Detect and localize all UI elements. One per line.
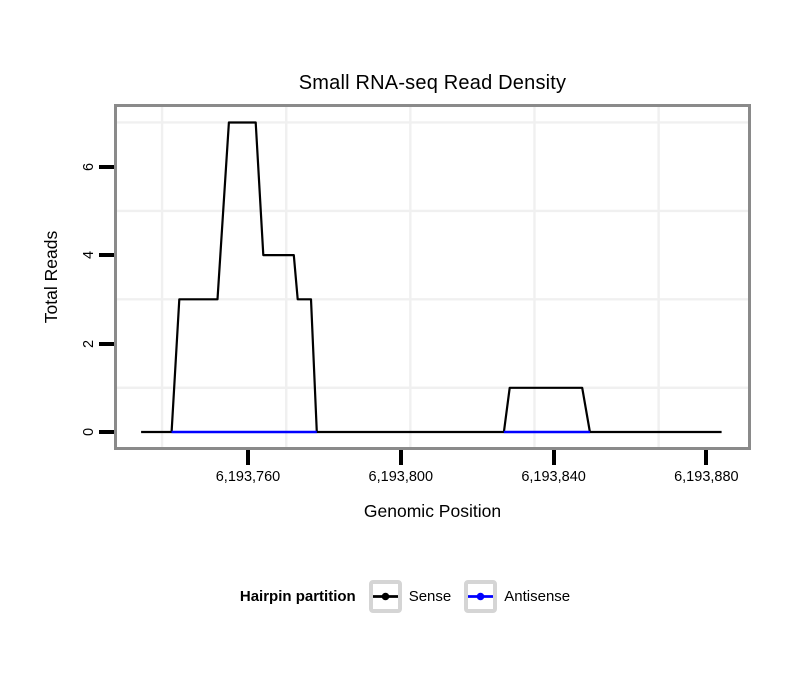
y-axis-tick <box>99 253 114 258</box>
x-axis-title: Genomic Position <box>363 501 502 521</box>
y-axis-title: Total Reads <box>41 230 61 324</box>
x-axis-tick-label: 6,193,760 <box>215 469 281 485</box>
plot-panel <box>114 104 751 450</box>
x-axis-tick-label: 6,193,840 <box>521 469 586 485</box>
series-line-sense <box>141 121 722 434</box>
y-axis-tick-label: 6 <box>81 162 97 171</box>
legend-label: Antisense <box>504 588 571 605</box>
y-axis-tick <box>99 341 114 346</box>
x-axis-tick <box>398 450 403 465</box>
x-axis-tick-label: 6,193,880 <box>674 469 739 485</box>
x-axis-tick <box>704 450 709 465</box>
chart-title: Small RNA-seq Read Density <box>298 72 567 94</box>
y-axis-tick-label: 0 <box>81 427 97 436</box>
x-axis-tick-label: 6,193,800 <box>368 469 434 485</box>
x-axis-tick <box>246 450 250 465</box>
plot-area-svg <box>117 107 748 447</box>
legend-key-glyph <box>372 592 398 601</box>
legend-key-glyph <box>468 592 494 601</box>
legend: Hairpin partition Sense Antisense <box>0 580 810 613</box>
legend-entry-sense: Sense <box>368 580 452 613</box>
legend-label: Sense <box>408 588 452 605</box>
legend-key-icon <box>368 580 402 613</box>
legend-key-dot <box>381 592 390 601</box>
legend-title: Hairpin partition <box>239 588 356 605</box>
y-axis-tick-label: 4 <box>81 251 97 260</box>
legend-key-icon <box>464 580 498 613</box>
y-axis-tick-label: 2 <box>81 339 97 348</box>
legend-key-dot <box>476 592 485 601</box>
x-axis-tick <box>551 450 556 465</box>
legend-entry-antisense: Antisense <box>464 580 570 613</box>
y-axis-tick <box>99 429 114 434</box>
y-axis-tick <box>99 164 114 169</box>
